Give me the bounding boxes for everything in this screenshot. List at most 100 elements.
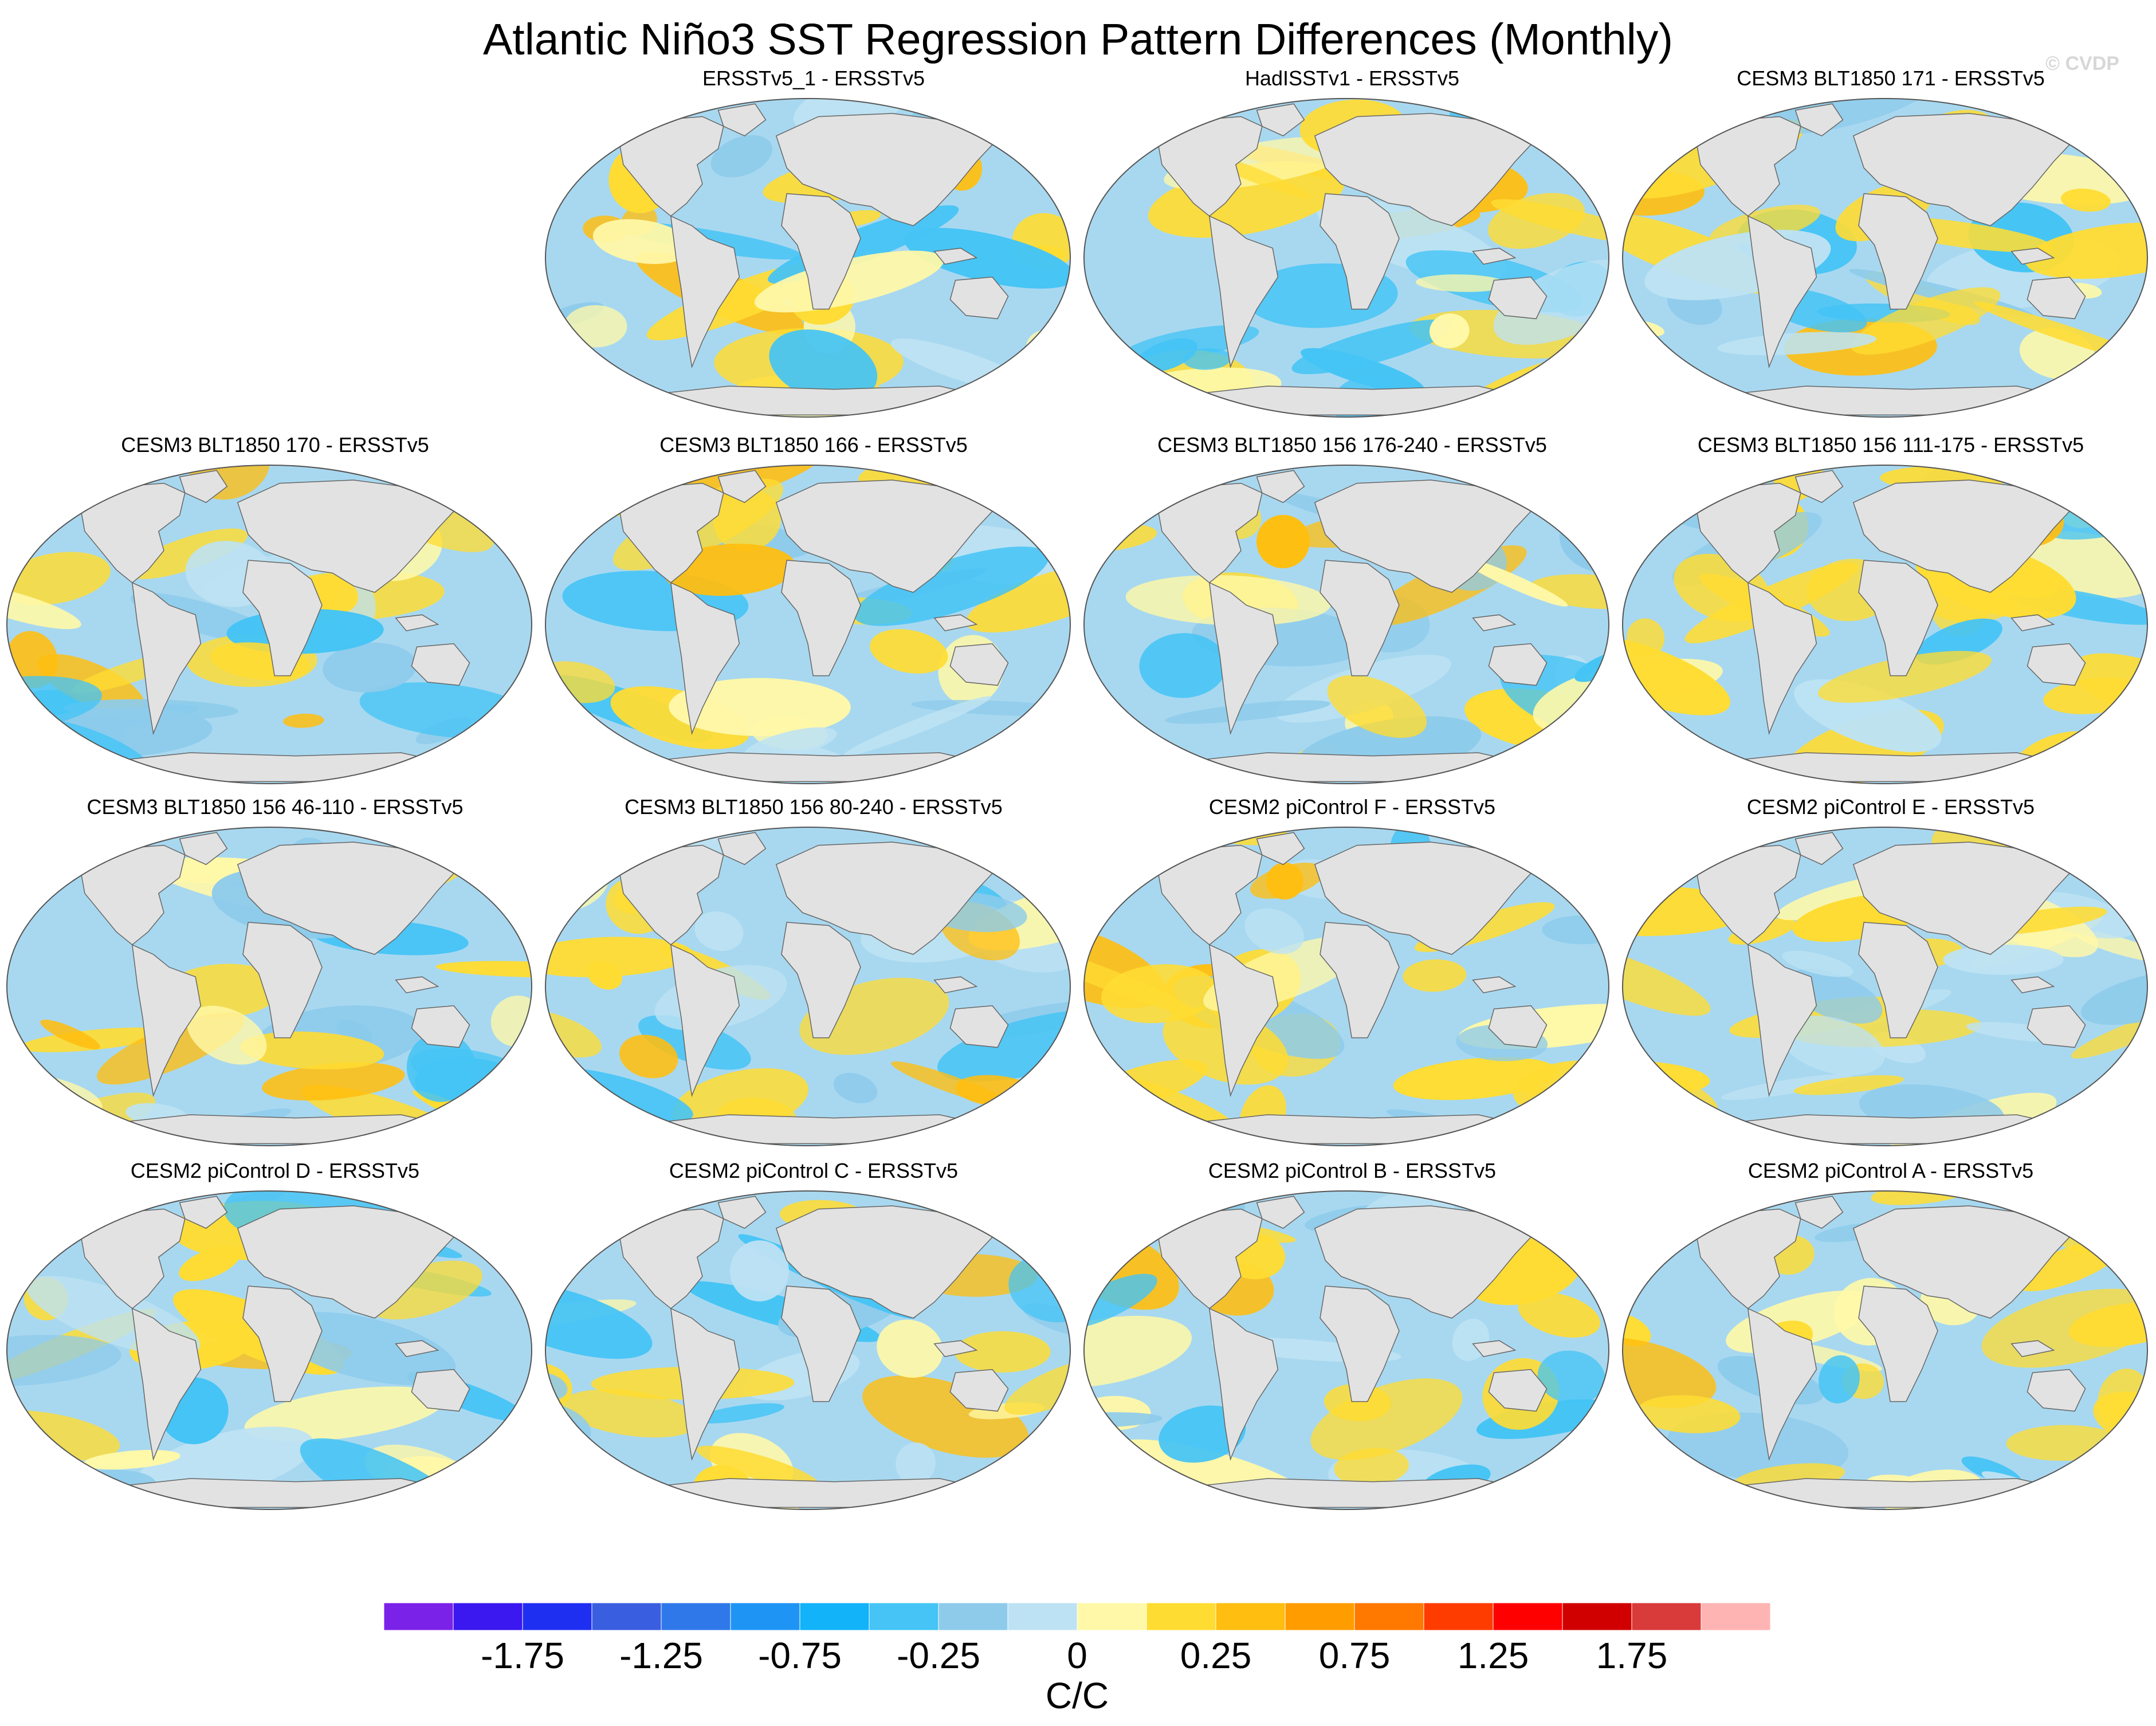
land-mass (1156, 1208, 1263, 1310)
sst-anomaly-region (1574, 1468, 1609, 1502)
land-mass (1747, 1307, 1817, 1461)
map-border (1622, 98, 2148, 418)
land-mass (242, 1285, 323, 1402)
sst-anomaly-region (896, 1442, 936, 1485)
sst-anomaly-region (2061, 188, 2111, 212)
sst-anomaly-region (870, 629, 948, 674)
land-mass (131, 943, 202, 1098)
land-mass (949, 643, 1009, 686)
sst-anomaly-region (953, 389, 1070, 412)
land-mass (1208, 215, 1279, 369)
land-mass (78, 844, 186, 946)
sst-anomaly-region (2025, 222, 2147, 279)
land-mass (2010, 247, 2055, 265)
sst-anomaly-region (262, 1062, 405, 1101)
land-mass (670, 581, 740, 736)
colorbar-swatch (661, 1603, 731, 1630)
sst-anomaly-region (1623, 1337, 1717, 1408)
land-mass (78, 482, 186, 584)
panel-title: CESM2 piControl A - ERSSTv5 (1747, 1159, 2034, 1182)
land-mass (1319, 1285, 1400, 1402)
map-border (1083, 1190, 1609, 1510)
colorbar-swatch (1493, 1603, 1563, 1630)
colorbar-swatch (1354, 1603, 1424, 1630)
map-border (1083, 98, 1609, 418)
land-mass (242, 922, 323, 1039)
sst-anomaly-region (1479, 757, 1565, 781)
sst-anomaly-region (244, 1386, 444, 1442)
map-border (6, 1190, 532, 1510)
map-border (6, 465, 532, 784)
land-mass (1694, 1208, 1801, 1310)
land-mass (1256, 103, 1305, 137)
colorbar-tick-label: 0 (1067, 1635, 1087, 1676)
sst-anomaly-region (854, 546, 1049, 626)
land-mass (949, 1369, 1009, 1412)
sst-anomaly-region (127, 528, 248, 579)
sst-anomaly-region (695, 1403, 784, 1424)
sst-anomaly-region (1084, 1273, 1157, 1330)
land-mass (1794, 832, 1844, 866)
map-border (545, 827, 1071, 1146)
sst-anomaly-region (1165, 700, 1331, 724)
land-mass (781, 1285, 861, 1402)
land-mass (717, 103, 767, 137)
land-mass (1472, 614, 1517, 632)
panel-title: CESM3 BLT1850 170 - ERSSTv5 (121, 433, 429, 457)
panel-title: CESM2 piControl D - ERSSTv5 (130, 1159, 420, 1182)
sst-anomaly-region (1004, 1358, 1070, 1415)
sst-anomaly-region (2102, 116, 2147, 162)
land-mass (670, 1307, 740, 1461)
land-mass (617, 1208, 724, 1310)
sst-anomaly-region (556, 113, 601, 131)
sst-anomaly-region (1717, 332, 1877, 356)
sst-anomaly-region (1085, 120, 1124, 162)
land-mass (1794, 1196, 1844, 1229)
sst-anomaly-region (1291, 319, 1455, 375)
panel-title: CESM3 BLT1850 166 - ERSSTv5 (659, 433, 968, 457)
land-mass (617, 116, 724, 217)
sst-anomaly-region (7, 552, 111, 605)
sst-anomaly-region (1518, 1292, 1600, 1338)
sst-anomaly-region (1488, 192, 1585, 249)
land-mass (1314, 479, 1537, 593)
land-mass (781, 922, 861, 1039)
sst-anomaly-region (743, 727, 837, 762)
land-mass (78, 1208, 186, 1310)
land-mass (775, 1205, 999, 1319)
land-mass (1488, 1005, 1548, 1048)
sst-anomaly-region (1244, 908, 1304, 954)
sst-anomaly-region (1818, 651, 1992, 703)
world-map (545, 465, 1071, 784)
land-mass (411, 1005, 470, 1048)
world-map (545, 827, 1071, 1146)
sst-anomaly-region (619, 1035, 678, 1079)
land-mass (179, 470, 228, 504)
sst-anomaly-region (2084, 1114, 2147, 1146)
sst-anomaly-region (754, 250, 944, 313)
land-mass (411, 1369, 470, 1412)
land-mass (670, 943, 740, 1098)
colorbar-swatch (591, 1603, 662, 1630)
world-map (6, 465, 532, 784)
land-mass (933, 247, 978, 265)
world-map (6, 1190, 532, 1510)
map-border (1083, 827, 1609, 1146)
figure-title: Atlantic Niño3 SST Regression Pattern Di… (482, 15, 1674, 64)
sst-anomaly-region (283, 713, 324, 728)
panel-title: HadISSTv1 - ERSSTv5 (1244, 66, 1460, 90)
colorbar-swatch (799, 1603, 870, 1630)
world-map (1083, 465, 1609, 784)
panel-title: ERSSTv5_1 - ERSSTv5 (702, 66, 925, 90)
sst-anomaly-region (1623, 635, 1730, 715)
world-map (545, 1190, 1071, 1510)
sst-anomaly-region (2071, 1008, 2147, 1059)
land-mass (1156, 844, 1263, 946)
panel-title: CESM2 piControl F - ERSSTv5 (1208, 795, 1496, 819)
land-mass (1319, 193, 1400, 310)
land-mass (949, 1005, 1009, 1048)
map-border (545, 465, 1071, 784)
colorbar-swatch (1701, 1603, 1770, 1630)
sst-anomaly-region (179, 1246, 241, 1281)
sst-anomaly-region (1460, 557, 1568, 607)
